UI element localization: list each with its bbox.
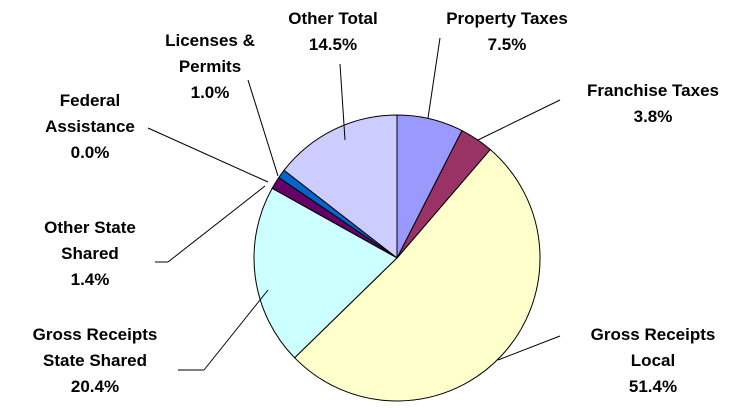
leader-line [247, 79, 279, 177]
category-label: Federal Assistance [45, 91, 135, 136]
leader-line [147, 127, 269, 183]
value-label: 1.0% [190, 83, 230, 102]
leader-line [167, 185, 266, 263]
slice-label: Other State Shared 1.4% [30, 215, 150, 293]
category-label: Licenses & Permits [165, 31, 255, 76]
value-label: 3.8% [633, 107, 673, 126]
slice-label: Property Taxes 7.5% [432, 6, 582, 58]
value-label: 20.4% [70, 377, 120, 396]
leader-line [203, 289, 269, 371]
value-label: 14.5% [308, 35, 358, 54]
category-label: Gross Receipts Local [590, 325, 716, 370]
pie-slice [293, 148, 541, 402]
category-label: Gross Receipts State Shared [32, 325, 158, 370]
slice-label: Other Total 14.5% [263, 6, 403, 58]
pie-slice [396, 114, 463, 259]
value-label: 51.4% [628, 377, 678, 396]
slice-label: Federal Assistance 0.0% [30, 88, 150, 166]
slice-label: Franchise Taxes 3.8% [558, 78, 747, 130]
pie-slice [283, 114, 398, 260]
leader-line [427, 37, 441, 119]
leader-line [339, 63, 346, 141]
leader-line [477, 99, 561, 141]
value-label: 0.0% [70, 143, 110, 162]
category-label: Other State Shared [44, 218, 136, 263]
value-label: 1.4% [70, 270, 110, 289]
category-label: Property Taxes [446, 9, 568, 28]
category-label: Other Total [288, 9, 378, 28]
pie-slice [253, 187, 398, 359]
slice-label: Gross Receipts State Shared 20.4% [10, 322, 180, 400]
leader-line [497, 335, 561, 361]
value-label: 7.5% [487, 35, 527, 54]
slice-label: Licenses & Permits 1.0% [155, 28, 265, 106]
category-label: Franchise Taxes [587, 81, 719, 100]
slice-label: Gross Receipts Local 51.4% [578, 322, 728, 400]
